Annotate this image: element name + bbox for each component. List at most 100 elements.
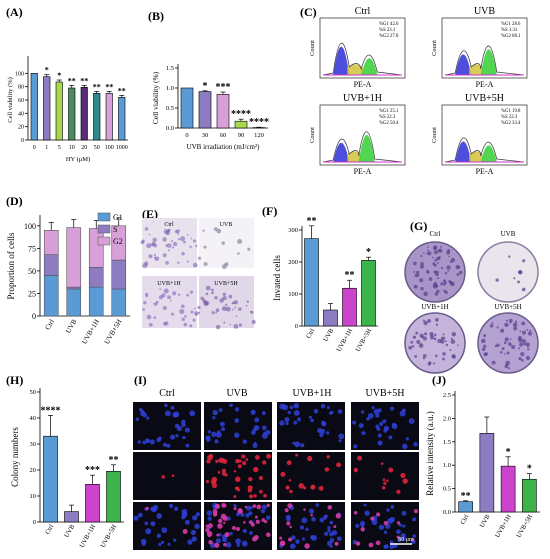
i-nucleus-2-2-25 [286,517,291,522]
g-colony-0-28 [446,265,451,270]
i-nucleus-0-0-20 [169,434,176,440]
g-colony-2-25 [437,338,442,344]
c-g1-peak-2 [333,142,350,162]
g-colony-2-24 [408,345,413,350]
chart-f-bar-1 [323,309,338,327]
chart-f-sig-2: ** [345,270,355,281]
i-signal-2-2-13 [279,536,283,540]
chart-h-bar-0 [43,435,58,523]
i-nucleus-0-1-9 [219,421,225,427]
g-colony-0-60 [413,284,418,289]
chart-a-cat-1: 1 [45,145,48,151]
i-signal-1-3-11 [396,489,401,494]
i-signal-2-1-29 [213,511,217,516]
e-label-uvb5h: UVB+5H [214,281,238,287]
e-cell-3-6 [238,323,243,327]
g-colony-3-31 [505,360,511,366]
i-nucleus-2-1-12 [249,531,253,535]
g-colony-0-39 [427,251,432,256]
i-nucleus-2-2-21 [301,517,308,524]
g-colony-3-47 [511,344,516,350]
e-cell-0-15 [189,245,192,249]
i-nucleus-0-2-18 [313,408,319,414]
i-nucleus-2-0-9 [156,533,162,538]
e-cell-0-20 [192,239,197,243]
i-nucleus-0-3-18 [361,431,366,436]
i-signal-2-2-5 [287,503,293,509]
e-cell-0-43 [148,233,151,236]
i-nucleus-0-1-2 [234,418,240,423]
chart-a-bar-4 [80,87,88,141]
i-signal-1-3-1 [383,481,387,485]
g-colony-3-26 [503,341,507,345]
g-colony-0-37 [423,291,428,297]
i-nucleus-0-3-10 [358,423,364,429]
g-colony-2-37 [450,337,453,340]
i-signal-2-3-11 [375,540,381,546]
chart-j-cat-3: UVB+5H [515,513,534,539]
e-cell-2-15 [186,293,190,297]
e-cell-0-32 [165,261,169,265]
c-g1-peak-0 [333,46,350,75]
i-nucleus-2-0-26 [156,513,163,519]
i-signal-1-1-20 [266,453,272,459]
g-colony-2-27 [457,344,459,347]
chart-h-sig-0: **** [41,405,61,416]
i-signal-1-2-6 [280,471,286,477]
i-signal-1-2-5 [286,460,292,466]
g-colony-3-43 [501,347,505,351]
e-cell-0-24 [154,256,160,262]
g-colony-3-51 [512,322,518,328]
e-cell-0-26 [181,251,185,256]
e-cell-1-9 [203,261,208,266]
i-signal-1-3-7 [400,472,406,479]
g-colony-3-44 [525,342,530,347]
i-nucleus-2-3-12 [397,538,402,543]
chart-a-sig-6: ** [105,82,113,91]
i-nucleus-0-2-27 [321,420,326,425]
i-nucleus-0-0-23 [163,442,168,447]
panel-label-f: (F) [262,204,277,218]
i-signal-2-1-1 [235,527,240,531]
i-signal-2-1-26 [207,533,212,538]
g-colony-2-31 [420,343,423,345]
i-nucleus-0-0-8 [156,437,161,443]
g-colony-2-14 [442,352,446,356]
i-nucleus-2-2-9 [295,539,300,544]
i-signal-1-1-28 [221,457,225,461]
g-colony-3-21 [481,347,486,352]
chart-a-bar-7 [118,97,126,141]
i-signal-2-1-34 [255,515,258,519]
g-colony-0-13 [420,262,424,266]
i-signal-2-3-2 [355,541,361,546]
e-cell-2-24 [142,308,145,311]
g-colony-0-67 [446,250,451,255]
i-nucleus-0-3-2 [408,418,415,425]
e-cell-3-29 [225,306,231,312]
g-colony-2-6 [416,339,421,344]
i-nucleus-0-3-1 [353,444,358,449]
e-cell-0-16 [172,241,178,247]
chart-a-bar-6 [105,93,113,141]
i-nucleus-0-1-26 [221,427,226,432]
g-colony-0-23 [437,271,439,273]
i-signal-2-2-2 [286,521,291,526]
i-signal-2-1-22 [232,526,236,530]
i-nucleus-2-2-16 [311,516,316,522]
i-nucleus-0-0-12 [170,405,175,410]
chart-j-ytick-label-4: 2.0 [443,415,451,422]
i-nucleus-0-2-13 [326,431,330,435]
e-cell-3-1 [215,308,220,313]
chart-a-bar-3 [68,87,76,141]
i-signal-1-2-10 [285,485,290,490]
i-nucleus-2-0-2 [160,540,165,544]
i-nucleus-0-2-16 [326,406,330,410]
c-outline-3 [444,137,525,163]
chart-a-cat-6: 100 [105,145,114,151]
g-colony-2-33 [412,335,417,339]
i-signal-1-3-10 [353,468,358,473]
i-signal-1-1-19 [233,470,237,473]
i-nucleus-0-1-15 [218,408,223,412]
e-cell-0-44 [174,229,178,233]
chart-d-legend-swatch-1 [97,224,111,234]
